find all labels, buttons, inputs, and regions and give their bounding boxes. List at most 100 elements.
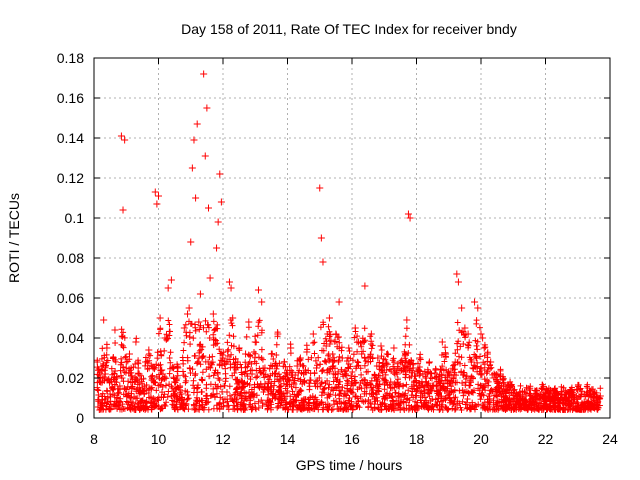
data-point (348, 378, 356, 386)
data-points (93, 70, 604, 408)
data-point (490, 374, 498, 382)
data-point (483, 350, 491, 358)
data-point (209, 310, 217, 318)
data-point (245, 318, 253, 326)
data-point (464, 330, 472, 338)
data-point (293, 362, 301, 370)
data-point (101, 370, 109, 378)
data-point (506, 384, 514, 392)
y-axis-label: ROTI / TECUs (6, 193, 22, 283)
y-tick-label: 0.18 (57, 50, 84, 66)
data-point (274, 330, 282, 338)
data-point (129, 378, 137, 386)
data-point (198, 354, 206, 362)
data-point (188, 164, 196, 172)
data-point (525, 386, 533, 394)
grid-lines (94, 58, 610, 418)
chart-title: Day 158 of 2011, Rate Of TEC Index for r… (181, 21, 517, 37)
x-tick-label: 20 (473, 431, 489, 447)
data-point (296, 354, 304, 362)
data-point (493, 378, 501, 386)
data-point (538, 384, 546, 392)
data-point (487, 358, 495, 366)
data-point (448, 374, 456, 382)
data-point (138, 384, 146, 392)
data-point (251, 338, 259, 346)
data-point (332, 330, 340, 338)
data-point (277, 382, 285, 390)
data-point (564, 396, 572, 404)
data-point (258, 298, 266, 306)
y-tick-label: 0.06 (57, 290, 84, 306)
data-point (106, 390, 114, 398)
data-point (125, 350, 133, 358)
data-point (364, 358, 372, 366)
data-point (587, 390, 595, 398)
data-point (271, 370, 279, 378)
data-point (290, 380, 298, 388)
data-point (496, 370, 504, 378)
data-point (180, 324, 188, 332)
data-point (216, 170, 224, 178)
data-point (467, 358, 475, 366)
data-point (158, 366, 166, 374)
data-point (117, 132, 125, 140)
data-point (542, 394, 549, 402)
data-point (322, 342, 330, 350)
data-point (596, 392, 604, 400)
data-point (171, 378, 179, 386)
data-point (235, 344, 243, 352)
data-point (214, 218, 222, 226)
data-point (516, 388, 524, 396)
data-point (425, 358, 433, 366)
data-point (461, 324, 469, 332)
data-point (548, 396, 556, 404)
data-point (558, 388, 566, 396)
data-point (551, 392, 559, 400)
data-point (121, 136, 129, 144)
data-point (469, 364, 477, 372)
data-point (519, 396, 527, 404)
data-point (338, 354, 346, 362)
data-point (593, 396, 601, 404)
data-point (529, 398, 537, 406)
data-point (445, 370, 453, 378)
data-point (167, 276, 175, 284)
data-point (335, 298, 343, 306)
data-point (471, 298, 479, 306)
data-point (155, 192, 162, 200)
data-point (404, 210, 412, 218)
data-point (383, 350, 391, 358)
y-tick-label: 0.08 (57, 250, 84, 266)
x-axis-ticks: 8 10 12 14 16 18 20 22 24 (90, 58, 618, 447)
x-axis-label: GPS time / hours (296, 457, 403, 473)
data-point (458, 304, 466, 312)
data-point (213, 244, 221, 252)
data-point (161, 334, 169, 342)
x-tick-label: 22 (538, 431, 554, 447)
data-point (184, 310, 192, 318)
data-point (287, 344, 295, 352)
data-point (267, 350, 275, 358)
data-point (545, 390, 553, 398)
data-point (93, 358, 101, 366)
data-point (479, 334, 487, 342)
data-point (145, 346, 153, 354)
data-point (225, 278, 233, 286)
data-point (413, 378, 420, 386)
x-tick-label: 24 (602, 431, 618, 447)
data-point (153, 200, 161, 208)
data-point (204, 204, 212, 212)
data-point (242, 350, 250, 358)
data-point (303, 348, 311, 356)
data-point (406, 214, 414, 222)
data-point (500, 382, 508, 390)
data-point (451, 358, 459, 366)
data-point (135, 370, 143, 378)
data-point (119, 206, 127, 214)
data-point (358, 350, 366, 358)
data-point (554, 398, 562, 406)
data-point (109, 354, 117, 362)
data-point (309, 330, 317, 338)
data-point (422, 374, 430, 382)
